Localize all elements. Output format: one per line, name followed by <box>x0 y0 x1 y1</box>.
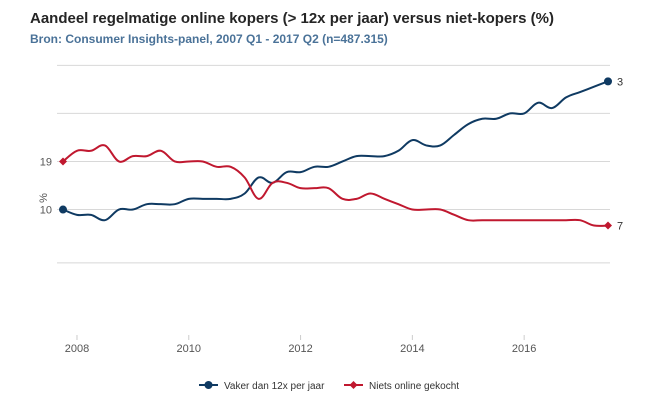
legend-item-vaker[interactable]: Vaker dan 12x per jaar <box>199 381 325 392</box>
gridlines <box>57 64 610 264</box>
end-label: 7 <box>617 221 623 233</box>
y-tick-labels: 10 19 <box>40 156 52 216</box>
data-point-marker[interactable] <box>604 77 612 86</box>
x-tick-label: 2010 <box>177 343 201 355</box>
x-tick-label: 2008 <box>65 343 89 355</box>
x-tick-label: 2012 <box>288 343 312 355</box>
data-point-marker[interactable] <box>59 157 67 166</box>
data-point-marker[interactable] <box>59 205 67 214</box>
legend-label-niets: Niets online gekocht <box>369 381 459 392</box>
end-labels: 37 <box>617 76 623 232</box>
chart-title: Aandeel regelmatige online kopers (> 12x… <box>30 10 554 27</box>
series-line-1 <box>62 144 609 227</box>
legend-marker-niets <box>349 381 358 389</box>
x-tick-label: 2014 <box>400 343 424 355</box>
legend: Vaker dan 12x per jaar Niets online geko… <box>199 381 459 392</box>
legend-label-vaker: Vaker dan 12x per jaar <box>224 381 325 392</box>
legend-item-niets[interactable]: Niets online gekocht <box>344 381 459 392</box>
x-tick-labels: 2008 2010 2012 2014 2016 <box>65 335 536 355</box>
y-tick-label: 10 <box>40 205 52 217</box>
legend-marker-vaker <box>204 381 213 389</box>
chart-subtitle: Bron: Consumer Insights-panel, 2007 Q1 -… <box>30 32 388 46</box>
series-lines <box>59 77 612 230</box>
data-point-marker[interactable] <box>604 221 612 230</box>
y-axis-label: % <box>38 193 50 203</box>
y-tick-label: 19 <box>40 156 52 168</box>
x-tick-label: 2016 <box>512 343 536 355</box>
end-label: 3 <box>617 76 623 88</box>
series-line-0 <box>62 80 609 222</box>
